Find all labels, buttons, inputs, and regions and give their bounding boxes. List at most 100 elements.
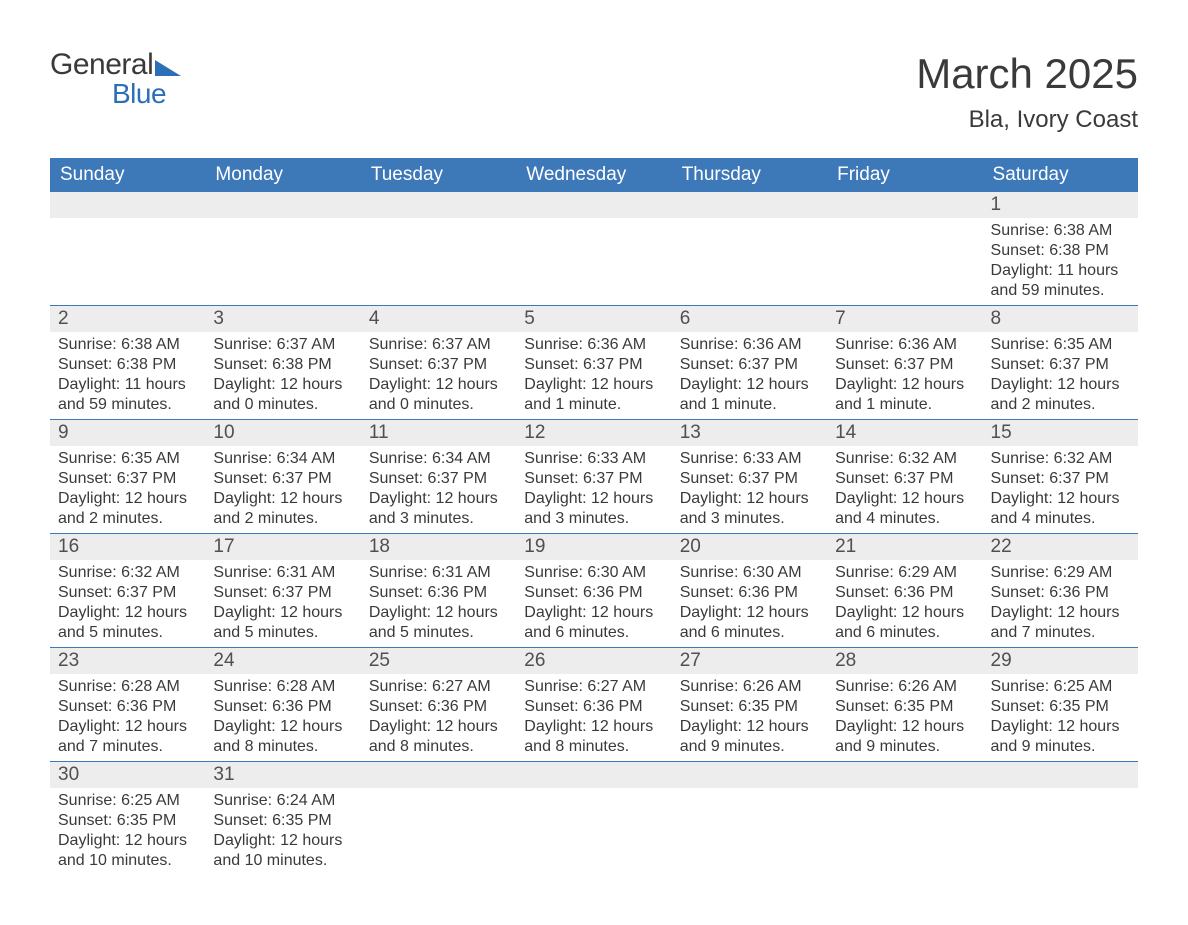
- day-header: Monday: [205, 158, 360, 192]
- calendar-cell: 29Sunrise: 6:25 AMSunset: 6:35 PMDayligh…: [983, 648, 1138, 762]
- day-number: 7: [827, 306, 982, 332]
- sunset-text: Sunset: 6:38 PM: [213, 355, 352, 375]
- day-number: 1: [983, 192, 1138, 218]
- day-number: 24: [205, 648, 360, 674]
- day-number: [672, 762, 827, 788]
- calendar-cell: [672, 192, 827, 306]
- calendar-cell: [827, 762, 982, 876]
- sunset-text: Sunset: 6:35 PM: [680, 697, 819, 717]
- day-number: 31: [205, 762, 360, 788]
- day-header: Thursday: [672, 158, 827, 192]
- day-number: 30: [50, 762, 205, 788]
- daylight-text: Daylight: 12 hours and 4 minutes.: [835, 489, 974, 529]
- sunset-text: Sunset: 6:37 PM: [680, 469, 819, 489]
- sunset-text: Sunset: 6:38 PM: [991, 241, 1130, 261]
- day-content: [827, 788, 982, 808]
- day-content: Sunrise: 6:25 AMSunset: 6:35 PMDaylight:…: [50, 788, 205, 875]
- calendar-cell: 17Sunrise: 6:31 AMSunset: 6:37 PMDayligh…: [205, 534, 360, 648]
- calendar-cell: 5Sunrise: 6:36 AMSunset: 6:37 PMDaylight…: [516, 306, 671, 420]
- daylight-text: Daylight: 12 hours and 0 minutes.: [213, 375, 352, 415]
- day-number: 26: [516, 648, 671, 674]
- day-header: Wednesday: [516, 158, 671, 192]
- logo-top: General: [50, 50, 181, 80]
- day-content: [361, 218, 516, 238]
- sunrise-text: Sunrise: 6:32 AM: [991, 449, 1130, 469]
- sunrise-text: Sunrise: 6:35 AM: [991, 335, 1130, 355]
- daylight-text: Daylight: 12 hours and 6 minutes.: [680, 603, 819, 643]
- calendar-cell: 13Sunrise: 6:33 AMSunset: 6:37 PMDayligh…: [672, 420, 827, 534]
- calendar-cell: 11Sunrise: 6:34 AMSunset: 6:37 PMDayligh…: [361, 420, 516, 534]
- calendar-cell: [827, 192, 982, 306]
- day-number: 17: [205, 534, 360, 560]
- day-content: [516, 788, 671, 808]
- daylight-text: Daylight: 12 hours and 5 minutes.: [213, 603, 352, 643]
- calendar-week-row: 1Sunrise: 6:38 AMSunset: 6:38 PMDaylight…: [50, 192, 1138, 306]
- sunrise-text: Sunrise: 6:33 AM: [680, 449, 819, 469]
- sunrise-text: Sunrise: 6:34 AM: [213, 449, 352, 469]
- day-number: [983, 762, 1138, 788]
- calendar-cell: 22Sunrise: 6:29 AMSunset: 6:36 PMDayligh…: [983, 534, 1138, 648]
- calendar-cell: 26Sunrise: 6:27 AMSunset: 6:36 PMDayligh…: [516, 648, 671, 762]
- day-number: 10: [205, 420, 360, 446]
- day-number: 6: [672, 306, 827, 332]
- sunset-text: Sunset: 6:37 PM: [524, 469, 663, 489]
- daylight-text: Daylight: 12 hours and 3 minutes.: [369, 489, 508, 529]
- calendar-header-row: Sunday Monday Tuesday Wednesday Thursday…: [50, 158, 1138, 192]
- sunrise-text: Sunrise: 6:33 AM: [524, 449, 663, 469]
- sunset-text: Sunset: 6:38 PM: [58, 355, 197, 375]
- calendar-cell: 27Sunrise: 6:26 AMSunset: 6:35 PMDayligh…: [672, 648, 827, 762]
- sunset-text: Sunset: 6:36 PM: [213, 697, 352, 717]
- sunrise-text: Sunrise: 6:29 AM: [835, 563, 974, 583]
- day-content: [827, 218, 982, 238]
- day-number: 21: [827, 534, 982, 560]
- day-content: Sunrise: 6:26 AMSunset: 6:35 PMDaylight:…: [672, 674, 827, 761]
- sunrise-text: Sunrise: 6:26 AM: [680, 677, 819, 697]
- daylight-text: Daylight: 12 hours and 5 minutes.: [58, 603, 197, 643]
- day-number: [827, 192, 982, 218]
- calendar-cell: 30Sunrise: 6:25 AMSunset: 6:35 PMDayligh…: [50, 762, 205, 876]
- sunset-text: Sunset: 6:36 PM: [680, 583, 819, 603]
- calendar-cell: 21Sunrise: 6:29 AMSunset: 6:36 PMDayligh…: [827, 534, 982, 648]
- sunset-text: Sunset: 6:35 PM: [213, 811, 352, 831]
- sunset-text: Sunset: 6:36 PM: [835, 583, 974, 603]
- calendar-cell: 12Sunrise: 6:33 AMSunset: 6:37 PMDayligh…: [516, 420, 671, 534]
- sunrise-text: Sunrise: 6:31 AM: [213, 563, 352, 583]
- day-header: Sunday: [50, 158, 205, 192]
- day-number: [516, 192, 671, 218]
- day-number: [50, 192, 205, 218]
- daylight-text: Daylight: 12 hours and 8 minutes.: [213, 717, 352, 757]
- calendar-cell: 23Sunrise: 6:28 AMSunset: 6:36 PMDayligh…: [50, 648, 205, 762]
- calendar-cell: [516, 762, 671, 876]
- day-content: Sunrise: 6:25 AMSunset: 6:35 PMDaylight:…: [983, 674, 1138, 761]
- sunrise-text: Sunrise: 6:37 AM: [213, 335, 352, 355]
- day-content: Sunrise: 6:36 AMSunset: 6:37 PMDaylight:…: [827, 332, 982, 419]
- sunrise-text: Sunrise: 6:27 AM: [524, 677, 663, 697]
- calendar-cell: 4Sunrise: 6:37 AMSunset: 6:37 PMDaylight…: [361, 306, 516, 420]
- day-content: Sunrise: 6:38 AMSunset: 6:38 PMDaylight:…: [50, 332, 205, 419]
- calendar-cell: 19Sunrise: 6:30 AMSunset: 6:36 PMDayligh…: [516, 534, 671, 648]
- logo: General Blue: [50, 50, 181, 108]
- sunrise-text: Sunrise: 6:26 AM: [835, 677, 974, 697]
- calendar-cell: 18Sunrise: 6:31 AMSunset: 6:36 PMDayligh…: [361, 534, 516, 648]
- sunrise-text: Sunrise: 6:32 AM: [835, 449, 974, 469]
- sunrise-text: Sunrise: 6:37 AM: [369, 335, 508, 355]
- sunrise-text: Sunrise: 6:36 AM: [524, 335, 663, 355]
- sunset-text: Sunset: 6:36 PM: [369, 697, 508, 717]
- day-content: [205, 218, 360, 238]
- calendar-cell: [361, 192, 516, 306]
- sunset-text: Sunset: 6:36 PM: [524, 583, 663, 603]
- day-content: Sunrise: 6:31 AMSunset: 6:36 PMDaylight:…: [361, 560, 516, 647]
- sunrise-text: Sunrise: 6:28 AM: [58, 677, 197, 697]
- calendar-cell: 3Sunrise: 6:37 AMSunset: 6:38 PMDaylight…: [205, 306, 360, 420]
- day-content: Sunrise: 6:24 AMSunset: 6:35 PMDaylight:…: [205, 788, 360, 875]
- day-content: [50, 218, 205, 238]
- logo-triangle-icon: [155, 60, 181, 76]
- day-content: [516, 218, 671, 238]
- sunset-text: Sunset: 6:35 PM: [991, 697, 1130, 717]
- daylight-text: Daylight: 12 hours and 7 minutes.: [58, 717, 197, 757]
- day-content: Sunrise: 6:31 AMSunset: 6:37 PMDaylight:…: [205, 560, 360, 647]
- calendar-cell: 24Sunrise: 6:28 AMSunset: 6:36 PMDayligh…: [205, 648, 360, 762]
- day-number: 2: [50, 306, 205, 332]
- sunrise-text: Sunrise: 6:34 AM: [369, 449, 508, 469]
- title-block: March 2025 Bla, Ivory Coast: [916, 50, 1138, 134]
